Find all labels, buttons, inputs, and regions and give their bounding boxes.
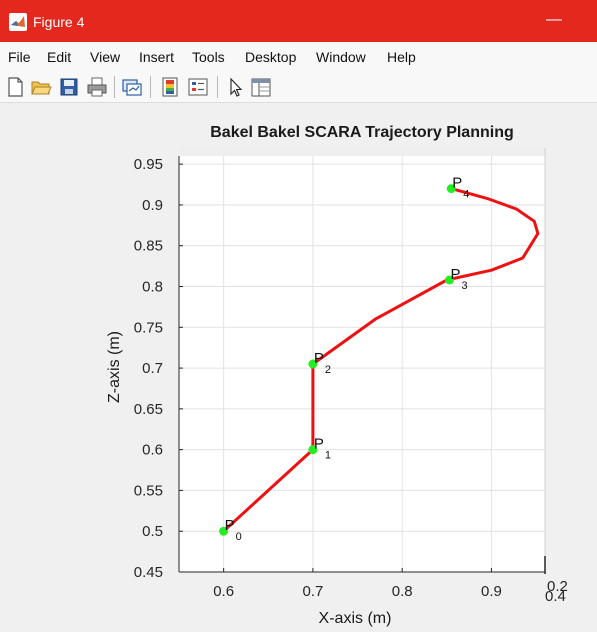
waypoint-marker <box>308 359 318 369</box>
menu-file[interactable]: File <box>8 49 31 65</box>
grid-lines <box>179 147 545 573</box>
x-axis-label: X-axis (m) <box>319 610 392 627</box>
y-tick-label: 0.6 <box>142 442 163 459</box>
tick-labels: 0.6 0.7 0.8 0.9 0.45 0.5 0.55 0.6 0.65 0.7 0.75 0.8… <box>134 156 568 605</box>
menu-edit[interactable]: Edit <box>47 49 72 65</box>
waypoint-marker <box>444 275 454 285</box>
y-tick-label: 0.75 <box>134 319 163 336</box>
trajectory-series <box>222 187 540 533</box>
waypoint-marker <box>308 445 318 455</box>
menu-tools[interactable]: Tools <box>192 49 225 65</box>
menu-desktop[interactable]: Desktop <box>245 49 297 65</box>
z-axis-label: Z-axis (m) <box>106 331 123 403</box>
title-bar: Figure 4 — <box>0 0 597 42</box>
y-tick-label: 0.45 <box>134 564 163 581</box>
new-figure-icon[interactable] <box>3 75 27 99</box>
property-inspector-icon[interactable] <box>249 75 273 99</box>
insert-colorbar-icon[interactable] <box>158 75 182 99</box>
menu-window[interactable]: Window <box>316 49 366 65</box>
edit-plot-arrow-icon[interactable] <box>223 75 247 99</box>
y-tick-label: 0.7 <box>142 360 163 377</box>
y-tick-label: 0.5 <box>142 523 163 540</box>
y-tick-label: 0.95 <box>134 156 163 173</box>
plot-area <box>179 156 545 572</box>
waypoint-marker <box>446 184 456 194</box>
save-icon[interactable] <box>57 75 81 99</box>
menu-view[interactable]: View <box>90 49 121 65</box>
toolbar-separator <box>150 76 151 98</box>
print-icon[interactable] <box>85 75 109 99</box>
depth-tick-label: 0.4 <box>545 588 566 605</box>
y-tick-label: 0.9 <box>142 197 163 214</box>
matlab-logo-icon <box>9 13 27 31</box>
y-tick-label: 0.8 <box>142 279 163 296</box>
axes-frame <box>178 148 546 574</box>
menu-bar: File Edit View Insert Tools Desktop Wind… <box>0 42 597 72</box>
y-tick-label: 0.85 <box>134 238 163 255</box>
trajectory-chart: Bakel Bakel SCARA Trajectory Planning 0.… <box>106 124 568 627</box>
toolbar-separator <box>114 76 115 98</box>
x-tick-label: 0.6 <box>213 583 234 600</box>
toolbar <box>0 72 597 103</box>
toolbar-separator <box>217 76 218 98</box>
minimize-button[interactable]: — <box>546 11 562 28</box>
menu-help[interactable]: Help <box>387 49 416 65</box>
window-title: Figure 4 <box>33 14 85 30</box>
y-tick-label: 0.65 <box>134 401 163 418</box>
link-plot-icon[interactable] <box>120 75 144 99</box>
x-tick-label: 0.9 <box>481 583 502 600</box>
chart-title: Bakel Bakel SCARA Trajectory Planning <box>210 124 514 141</box>
open-file-icon[interactable] <box>29 75 53 99</box>
insert-legend-icon[interactable] <box>186 75 210 99</box>
menu-insert[interactable]: Insert <box>139 49 175 65</box>
depth-tick-label: 0.2 <box>547 578 568 595</box>
figure-canvas: Bakel Bakel SCARA Trajectory Planning 0.… <box>0 103 597 627</box>
trajectory-line <box>222 187 540 533</box>
x-tick-label: 0.8 <box>392 583 413 600</box>
x-tick-label: 0.7 <box>302 583 323 600</box>
y-tick-label: 0.55 <box>134 482 163 499</box>
waypoint-marker <box>219 526 229 536</box>
